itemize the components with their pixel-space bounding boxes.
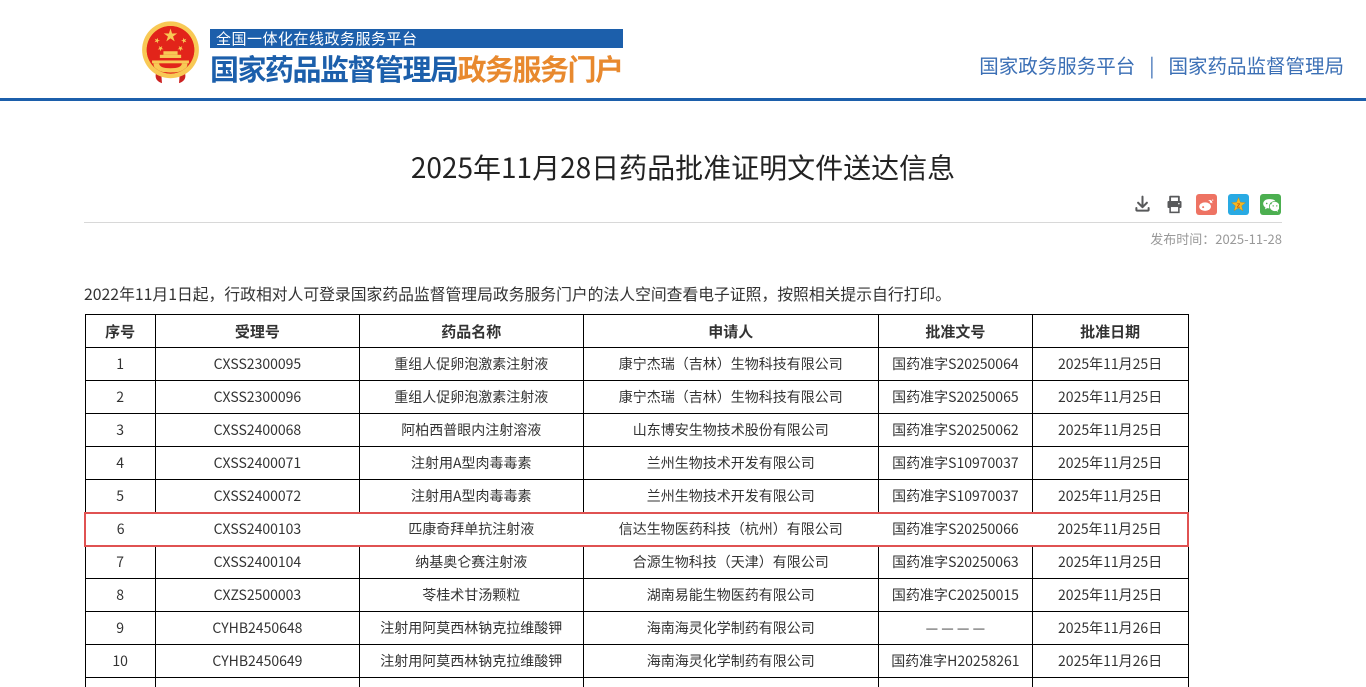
svg-text:Z: Z <box>1237 204 1241 210</box>
